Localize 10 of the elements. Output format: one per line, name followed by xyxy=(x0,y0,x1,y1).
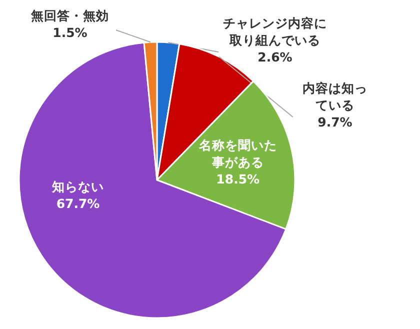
slice-label: 名称を聞いた事がある xyxy=(198,138,277,170)
data-label: 9.7% xyxy=(318,114,352,130)
slice-label: チャレンジ内容に取り組んでいる xyxy=(223,16,327,48)
slice-label: 無回答・無効 xyxy=(31,8,109,23)
data-label: 18.5% xyxy=(216,172,260,187)
data-label: 2.6% xyxy=(258,50,292,64)
data-label: 1.5% xyxy=(52,25,88,40)
data-label: 67.7% xyxy=(56,196,100,211)
slice-label: 内容は知っている xyxy=(302,80,368,112)
slice-label: 知らない xyxy=(52,179,104,194)
